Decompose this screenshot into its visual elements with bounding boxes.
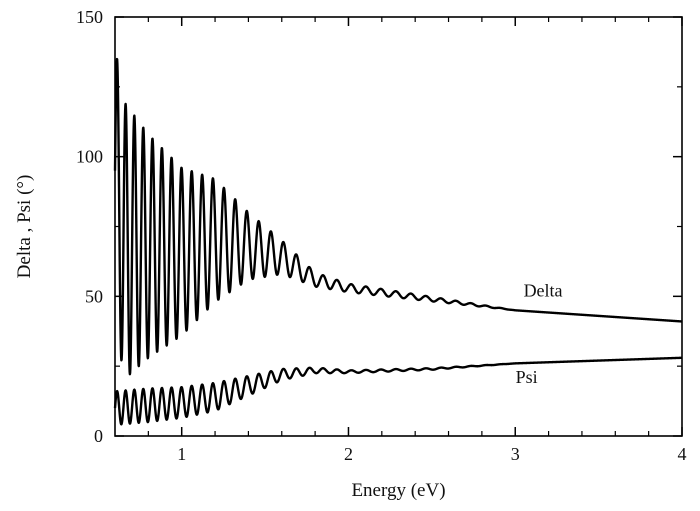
series-label-psi: Psi <box>516 367 538 387</box>
plot-frame <box>114 16 683 437</box>
x-axis-label: Energy (eV) <box>351 480 445 501</box>
series-line-psi <box>113 356 683 426</box>
x-tick-label: 4 <box>678 444 687 464</box>
x-tick-label: 1 <box>177 444 186 464</box>
y-tick-label: 150 <box>76 7 103 27</box>
y-axis-label: Delta , Psi (°) <box>14 175 35 279</box>
y-tick-label: 50 <box>85 286 103 306</box>
series-label-delta: Delta <box>524 280 563 300</box>
x-tick-label: 2 <box>344 444 353 464</box>
tick-labels: 1 2 3 4 0 50 100 150 <box>76 7 687 464</box>
x-tick-label: 3 <box>511 444 520 464</box>
y-tick-label: 100 <box>76 147 103 167</box>
plot-lines <box>113 57 683 426</box>
series-line-delta <box>113 57 683 376</box>
y-tick-label: 0 <box>94 426 103 446</box>
